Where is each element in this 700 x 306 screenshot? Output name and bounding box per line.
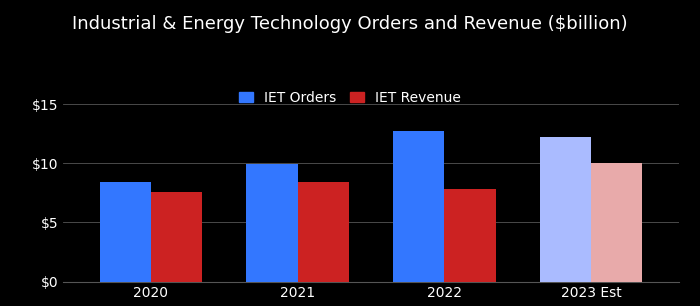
- Bar: [444, 189, 496, 282]
- Bar: [298, 182, 349, 282]
- Bar: [246, 164, 298, 282]
- Bar: [99, 182, 151, 282]
- Text: Industrial & Energy Technology Orders and Revenue ($billion): Industrial & Energy Technology Orders an…: [72, 15, 628, 33]
- Bar: [151, 192, 202, 282]
- Bar: [540, 137, 591, 282]
- Bar: [591, 163, 643, 282]
- Legend: IET Orders, IET Revenue: IET Orders, IET Revenue: [234, 87, 466, 109]
- Bar: [393, 131, 444, 282]
